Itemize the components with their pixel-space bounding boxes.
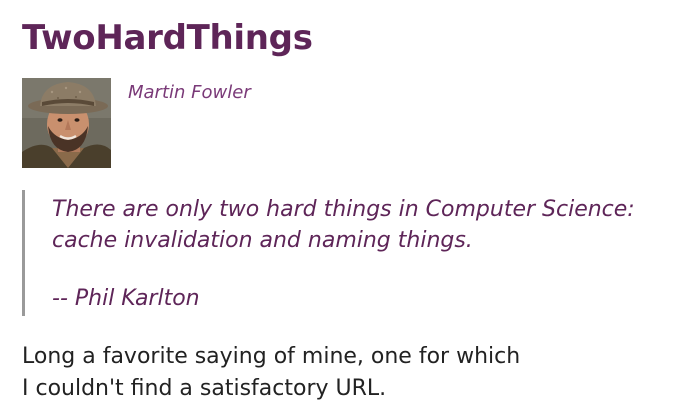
body-line: Long a favorite saying of mine, one for … — [22, 344, 521, 369]
quote-block: There are only two hard things in Comput… — [22, 190, 687, 316]
author-name-link[interactable]: Martin Fowler — [128, 82, 251, 103]
quote-line: cache invalidation and naming things. — [52, 228, 473, 253]
author-photo-icon[interactable] — [22, 78, 111, 168]
quote-text: There are only two hard things in Comput… — [52, 190, 687, 256]
body-paragraph: Long a favorite saying of mine, one for … — [22, 341, 520, 405]
quote-attribution: -- Phil Karlton — [52, 286, 200, 311]
body-line: I couldn't find a satisfactory URL. — [22, 376, 387, 401]
quote-line: There are only two hard things in Comput… — [52, 197, 635, 222]
page-title: TwoHardThings — [22, 18, 313, 58]
